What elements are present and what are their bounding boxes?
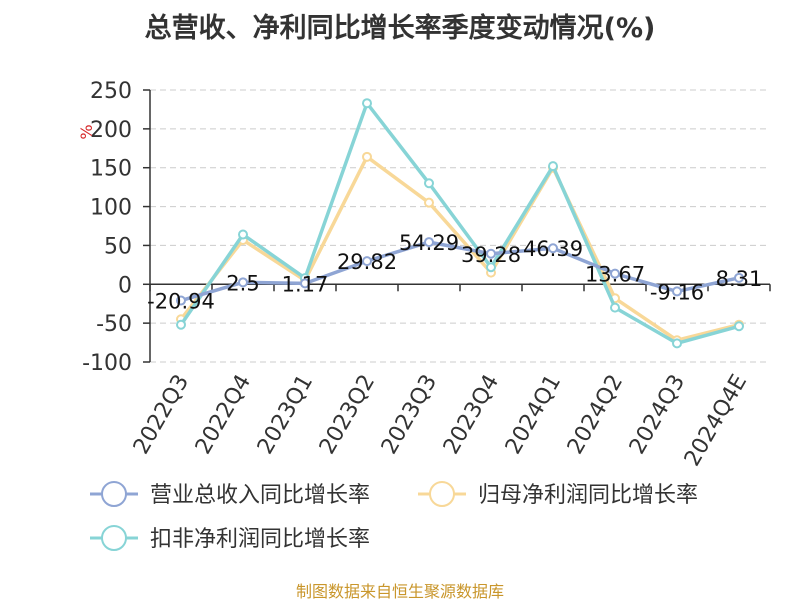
data-label: 1.17 [282,272,329,296]
y-tick-label: 100 [90,196,132,221]
series-layer [176,98,744,349]
y-tick-label: 50 [104,234,132,259]
axis-layer: 250200150100500-50-100%2022Q32022Q42023Q… [77,79,771,471]
y-tick-label: 200 [90,118,132,143]
data-point [238,277,248,288]
x-tick-label: 2023Q1 [253,371,318,459]
data-label: 29.82 [337,250,397,274]
data-point [734,321,744,332]
legend-marker [429,481,455,507]
x-tick-label: 2022Q4 [191,371,256,459]
series-line-3 [179,101,740,346]
data-point [362,256,372,267]
data-label: 39.28 [461,243,521,267]
legend-label: 扣非净利润同比增长率 [150,527,370,552]
data-point [300,278,310,289]
data-label: 13.67 [585,263,645,287]
data-label: 46.39 [523,237,583,261]
data-label: 54.29 [399,231,459,255]
y-tick-label: 250 [90,79,132,104]
x-tick-label: 2024Q2 [563,371,628,459]
data-point [672,286,682,297]
x-tick-label: 2024Q4E [680,371,752,471]
legend-label: 营业总收入同比增长率 [150,483,370,508]
x-tick-label: 2024Q1 [501,371,566,459]
y-tick-label: 0 [118,273,132,298]
x-tick-label: 2024Q3 [625,371,690,459]
data-point [672,338,682,349]
series-line-2 [179,155,740,342]
data-point [176,319,186,330]
data-point [362,98,372,109]
x-tick-label: 2023Q4 [439,371,504,459]
data-point [424,178,434,189]
y-tick-label: -100 [82,351,132,376]
data-point [486,248,496,259]
series-line-1 [180,240,740,303]
legend-item-2: 归母净利润同比增长率 [418,481,698,508]
data-point [424,237,434,248]
data-label: 8.31 [716,267,763,291]
y-tick-label: -50 [96,312,132,337]
data-point [548,161,558,172]
chart-title: 总营收、净利同比增长率季度变动情况(%) [144,13,656,44]
source-note: 制图数据来自恒生聚源数据库 [295,582,504,601]
x-tick-label: 2023Q2 [315,371,380,459]
x-tick-label: 2022Q3 [129,371,194,459]
legend-item-1: 营业总收入同比增长率 [90,481,370,508]
legend-label: 归母净利润同比增长率 [478,483,698,508]
x-tick-label: 2023Q3 [377,371,442,459]
y-axis-unit: % [77,124,96,139]
data-point [486,262,496,273]
data-point [734,272,744,283]
data-point [548,243,558,254]
data-point [610,302,620,313]
data-point [176,295,186,306]
data-label: -20.94 [147,290,215,314]
y-tick-label: 150 [90,157,132,182]
data-label: 2.5 [226,271,259,295]
legend-item-3: 扣非净利润同比增长率 [90,525,370,552]
data-point [238,229,248,240]
legend-marker [101,481,127,507]
legend-marker [101,525,127,551]
data-point [362,151,372,162]
data-point [610,268,620,279]
data-label: -9.16 [650,280,704,304]
data-point [424,197,434,208]
